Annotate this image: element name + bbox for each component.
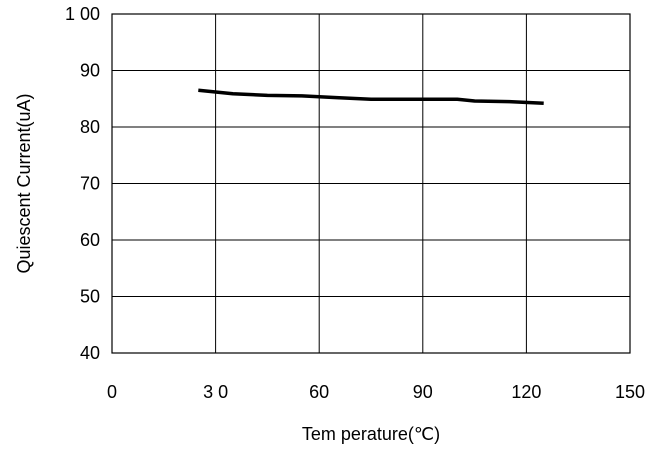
series-layer — [198, 88, 544, 106]
y-tick-label: 1 00 — [65, 4, 100, 24]
x-tick-labels: 0 3 0 60 90 120 150 — [107, 382, 645, 402]
x-tick-label: 60 — [309, 382, 329, 402]
y-tick-label: 60 — [80, 230, 100, 250]
y-tick-label: 40 — [80, 343, 100, 363]
y-axis-label: Quiescent Current(uA) — [14, 93, 34, 273]
y-tick-label: 50 — [80, 287, 100, 307]
plot-frame — [111, 13, 631, 354]
series-line — [198, 88, 544, 106]
x-axis-label: Tem perature(℃) — [302, 424, 440, 444]
x-tick-label: 0 — [107, 382, 117, 402]
x-tick-label: 90 — [413, 382, 433, 402]
y-tick-labels: 40 50 60 70 80 90 1 00 — [65, 4, 100, 363]
x-tick-label: 3 0 — [203, 382, 228, 402]
y-tick-label: 80 — [80, 117, 100, 137]
y-tick-label: 90 — [80, 61, 100, 81]
grid-lines — [112, 14, 630, 353]
y-tick-label: 70 — [80, 174, 100, 194]
x-tick-label: 150 — [615, 382, 645, 402]
x-tick-label: 120 — [511, 382, 541, 402]
